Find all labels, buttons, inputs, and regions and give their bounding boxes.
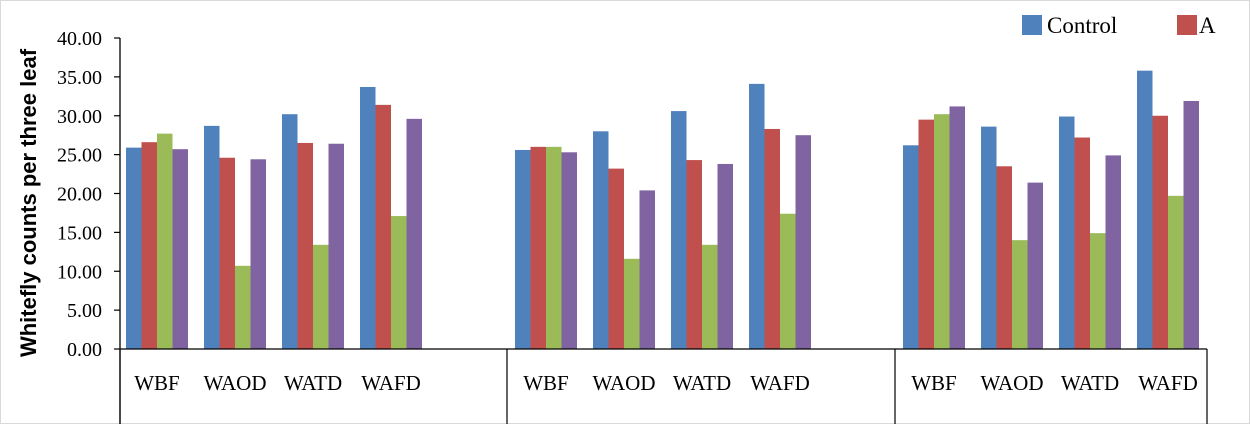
y-axis-label: Whitefly counts per three leaf <box>16 48 41 357</box>
bar-s0-c10 <box>1059 116 1075 349</box>
bar-s0-c3 <box>360 86 376 350</box>
x-tick-label: WAOD <box>981 371 1044 395</box>
bar-s1-c9 <box>996 166 1012 349</box>
bar-s3-c3 <box>406 118 422 349</box>
x-tick-label: WBF <box>911 371 957 395</box>
bar-s1-c2 <box>297 142 313 349</box>
y-tick-label: 0.00 <box>67 339 102 361</box>
bar-s1-c3 <box>375 104 391 350</box>
y-tick-label: 25.00 <box>57 145 102 167</box>
legend-label-0: Control <box>1047 13 1117 38</box>
legend-swatch-0 <box>1022 15 1042 35</box>
y-tick-label: 40.00 <box>57 28 102 50</box>
bar-s0-c1 <box>204 125 220 349</box>
bar-s3-c0 <box>172 149 188 349</box>
x-tick-label: WAFD <box>750 371 810 395</box>
bar-s0-c7 <box>749 83 765 349</box>
bar-s3-c5 <box>639 190 655 349</box>
bar-s2-c2 <box>313 244 329 349</box>
y-tick-label: 35.00 <box>57 67 102 89</box>
bar-s1-c10 <box>1074 137 1090 349</box>
x-tick-label: WAOD <box>204 371 267 395</box>
bar-s3-c2 <box>328 143 344 349</box>
x-tick-label: WBF <box>523 371 569 395</box>
x-tick-label: WATD <box>1061 371 1119 395</box>
bar-s1-c4 <box>530 146 546 349</box>
bar-s2-c9 <box>1012 240 1028 349</box>
bar-s2-c5 <box>624 258 640 349</box>
bar-s3-c10 <box>1105 155 1121 349</box>
bar-s1-c8 <box>918 119 934 349</box>
bar-s2-c0 <box>157 133 173 349</box>
bar-s1-c7 <box>764 128 780 349</box>
bar-s1-c5 <box>608 168 624 349</box>
bar-s3-c6 <box>717 163 733 349</box>
bar-s2-c11 <box>1168 195 1184 349</box>
bar-s0-c4 <box>515 149 531 349</box>
bar-s2-c1 <box>235 265 251 349</box>
y-tick-label: 20.00 <box>57 184 102 206</box>
bar-s3-c7 <box>795 135 811 349</box>
x-tick-label: WBF <box>134 371 180 395</box>
legend: Control A <box>1022 13 1216 38</box>
x-tick-label: WAOD <box>593 371 656 395</box>
bar-s3-c8 <box>949 106 965 349</box>
bar-s2-c10 <box>1090 233 1106 349</box>
legend-swatch-1 <box>1177 15 1197 35</box>
bar-s3-c9 <box>1027 182 1043 349</box>
bar-s0-c9 <box>981 126 997 349</box>
bar-s0-c6 <box>671 111 687 350</box>
bar-s1-c0 <box>141 142 157 349</box>
bar-s3-c4 <box>561 152 577 349</box>
y-tick-label: 15.00 <box>57 222 102 244</box>
bar-s0-c11 <box>1137 70 1153 349</box>
bar-s0-c8 <box>903 145 919 349</box>
x-tick-label: WAFD <box>361 371 421 395</box>
legend-label-1: A <box>1199 13 1216 38</box>
x-tick-label: WAFD <box>1138 371 1198 395</box>
bar-s0-c0 <box>126 147 142 349</box>
bars-layer <box>126 70 1199 350</box>
bar-s0-c2 <box>282 114 298 349</box>
bar-s1-c6 <box>686 160 702 349</box>
bar-s0-c5 <box>593 131 609 349</box>
x-tick-label: WATD <box>673 371 731 395</box>
axis-layer: WBF WAOD WATD WAFD WBF WAOD WATD WAFD WBF WAOD WAT… <box>57 28 1208 424</box>
bar-s2-c8 <box>934 114 950 349</box>
bar-s1-c11 <box>1152 115 1168 349</box>
x-tick-label: WATD <box>284 371 342 395</box>
y-tick-label: 10.00 <box>57 261 102 283</box>
bar-s3-c11 <box>1183 100 1199 349</box>
bar-s2-c6 <box>702 244 718 349</box>
y-tick-label: 5.00 <box>67 300 102 322</box>
bar-s2-c3 <box>391 216 407 349</box>
bar-s2-c4 <box>546 146 562 349</box>
bar-s1-c1 <box>219 157 235 349</box>
bar-s3-c1 <box>250 159 266 349</box>
bar-s2-c7 <box>780 213 796 349</box>
y-tick-label: 30.00 <box>57 106 102 128</box>
